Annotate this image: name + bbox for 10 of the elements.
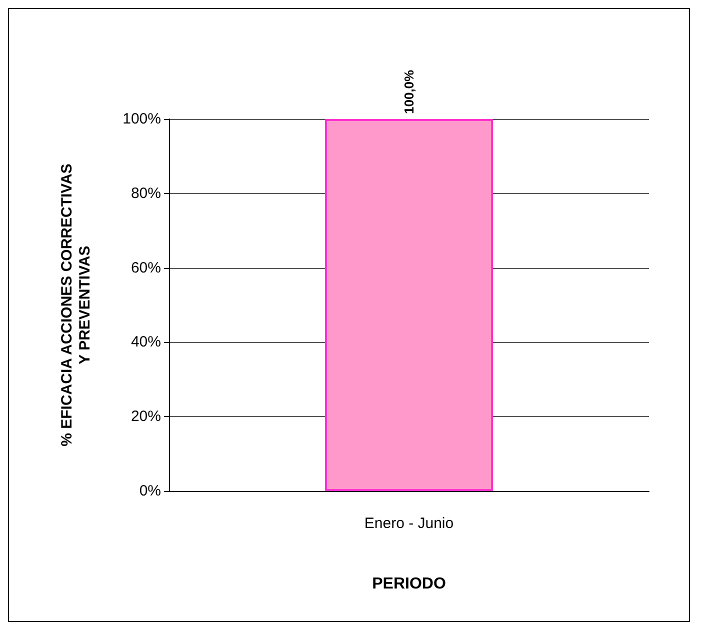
y-tick-label: 0%: [139, 482, 161, 500]
y-tick-label: 40%: [130, 334, 161, 351]
x-tick-label: Enero - Junio: [364, 515, 454, 532]
data-label: 100,0%: [402, 69, 416, 114]
y-axis-title: % EFICACIA ACCIONES CORRECTIVAS Y PREVENTIVAS: [58, 164, 94, 446]
y-tick-label: 60%: [130, 259, 161, 276]
y-tick-label: 100%: [122, 110, 161, 128]
x-axis-title: PERIODO: [372, 576, 446, 592]
y-tick-label: 20%: [130, 408, 161, 426]
y-tick-label: 80%: [130, 184, 161, 202]
